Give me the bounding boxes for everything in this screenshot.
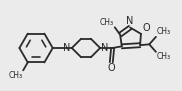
Text: CH₃: CH₃ <box>8 71 22 80</box>
Text: CH₃: CH₃ <box>100 18 114 27</box>
Text: N: N <box>126 16 133 26</box>
Text: CH₃: CH₃ <box>156 27 170 36</box>
Text: N: N <box>64 43 71 53</box>
Text: CH₃: CH₃ <box>156 52 170 61</box>
Text: O: O <box>143 23 150 33</box>
Text: O: O <box>108 63 115 73</box>
Text: N: N <box>101 43 108 53</box>
